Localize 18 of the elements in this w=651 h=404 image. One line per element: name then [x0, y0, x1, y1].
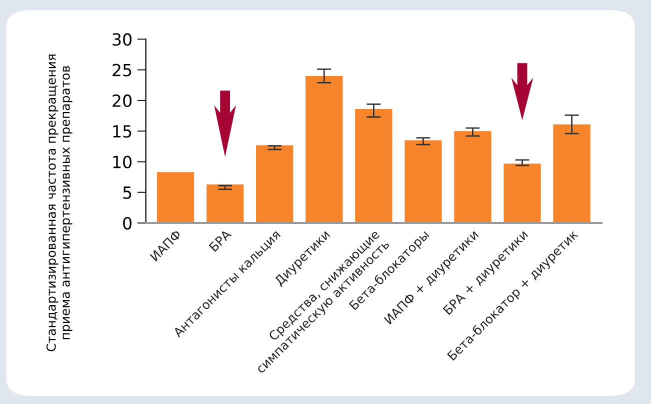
bar — [404, 140, 442, 224]
bar — [156, 172, 194, 224]
bar — [256, 145, 294, 224]
bar — [306, 76, 343, 224]
bar — [206, 184, 244, 224]
y-tick-label: 10 — [113, 156, 132, 168]
y-axis-title: Стандартизированная частота прекращения приема антигипертензивных препаратов — [46, 54, 72, 352]
bar — [553, 124, 590, 224]
y-tick-label: 25 — [112, 64, 132, 76]
bar — [355, 109, 392, 224]
y-tick-label: 0 — [123, 216, 132, 230]
x-tick-label: БРА — [208, 228, 232, 252]
y-tick-label: 30 — [112, 33, 132, 46]
y-tick-label: 15 — [113, 125, 132, 138]
bar — [454, 131, 492, 224]
y-tick-label: 20 — [112, 94, 132, 108]
bar — [504, 164, 541, 224]
y-tick-label: 5 — [123, 186, 132, 199]
